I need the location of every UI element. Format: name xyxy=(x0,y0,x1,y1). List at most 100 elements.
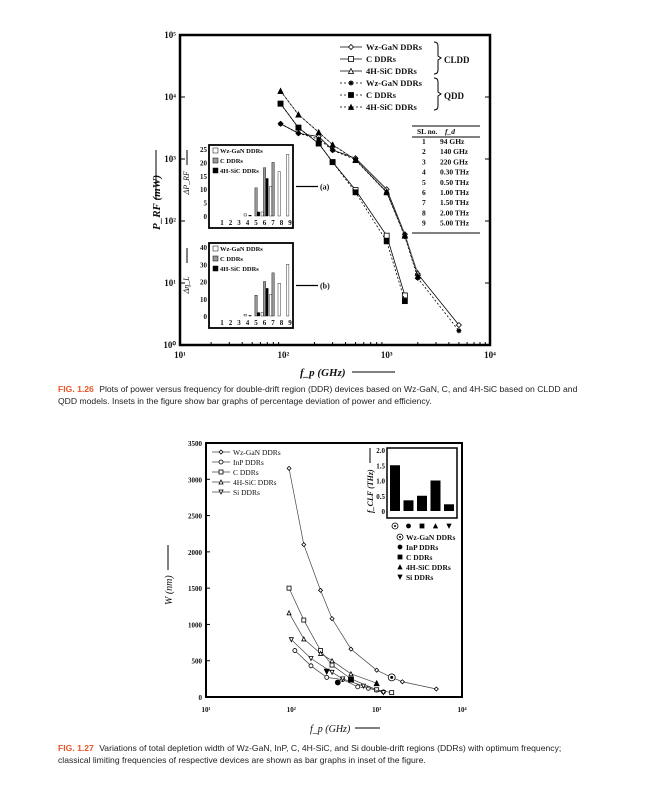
inset-x-tick-label: 5 xyxy=(254,219,258,227)
diamond-marker xyxy=(455,321,462,329)
x-tick-label: 10⁴ xyxy=(457,706,467,714)
legend-label: C DDRs xyxy=(366,90,397,100)
inset-category-marker xyxy=(406,523,411,529)
data-point xyxy=(389,690,395,696)
inset-legend-label: Wz-GaN DDRs xyxy=(220,148,263,155)
square-marker xyxy=(389,690,395,696)
figure-1-caption: FIG. 1.26 Plots of power versus frequenc… xyxy=(58,383,588,407)
x-axis-label: f_p (GHz) xyxy=(310,724,351,735)
table-cell: 0.30 THz xyxy=(440,168,470,177)
data-point xyxy=(286,585,292,591)
triangle-marker xyxy=(295,111,302,118)
figure-2-number: FIG. 1.27 xyxy=(58,743,94,753)
diamond-marker xyxy=(433,686,439,692)
diamond-marker xyxy=(348,646,354,652)
inset-legend-label: 4H-SiC DDRs xyxy=(406,563,451,572)
limit-frequency-point xyxy=(323,668,330,675)
inset-bar xyxy=(403,500,414,511)
square-marker xyxy=(401,298,408,305)
triangle-down-marker xyxy=(288,637,294,643)
inset-x-tick-label: 6 xyxy=(263,319,267,327)
data-point xyxy=(292,648,298,653)
legend-label: 4H-SiC DDRs xyxy=(233,478,277,487)
inset-x-tick-label: 8 xyxy=(280,319,284,327)
table-cell: 1 xyxy=(422,137,426,146)
legend-brace xyxy=(433,77,442,111)
square-marker xyxy=(348,92,354,98)
square-marker xyxy=(218,469,224,475)
triangle-marker xyxy=(397,564,403,570)
inset-y-tick-label: 1.5 xyxy=(376,462,385,470)
inset-bar xyxy=(254,295,258,317)
inset-bar xyxy=(269,186,273,217)
inset-bar xyxy=(243,213,247,217)
data-point xyxy=(317,587,324,593)
series-line xyxy=(280,123,460,331)
inset-legend-marker xyxy=(397,554,403,560)
inset-x-tick-label: 5 xyxy=(254,319,258,327)
series-line xyxy=(280,90,419,277)
inset-legend-label: 4H-SiC DDRs xyxy=(220,168,259,175)
dot-marker xyxy=(399,536,401,538)
inset-bar xyxy=(277,171,281,217)
data-point xyxy=(329,657,335,664)
data-point xyxy=(315,140,322,147)
inset-bar xyxy=(265,178,269,217)
legend-label: 4H-SiC DDRs xyxy=(366,66,417,76)
circle-marker xyxy=(218,459,224,465)
triangle-marker xyxy=(317,650,324,656)
triangle-marker xyxy=(383,188,390,196)
data-point xyxy=(315,128,322,136)
inset-bar xyxy=(269,294,273,317)
table-header: SL no. xyxy=(417,127,438,136)
data-point xyxy=(352,156,359,163)
star-marker xyxy=(295,130,301,136)
diamond-marker xyxy=(347,43,355,51)
data-point xyxy=(401,298,408,305)
inset-y-tick-label: 0 xyxy=(204,313,208,321)
inset-legend-label: Wz-GaN DDRs xyxy=(220,246,263,253)
series-line xyxy=(280,123,460,326)
table-cell: 1.50 THz xyxy=(440,198,470,207)
inset-annotation: (b) xyxy=(320,282,330,291)
table-cell: 7 xyxy=(422,198,426,207)
legend-label: C DDRs xyxy=(233,468,259,477)
x-tick-label: 10⁴ xyxy=(484,350,496,360)
legend-marker xyxy=(218,489,224,495)
data-point xyxy=(277,87,284,94)
table-cell: 5.00 THz xyxy=(440,219,470,228)
limit-frequency-point xyxy=(348,676,354,683)
circle-marker xyxy=(334,679,341,686)
inset-y-tick-label: 10 xyxy=(200,296,208,304)
legend-brace xyxy=(433,41,442,75)
data-point xyxy=(352,189,359,196)
inset-x-tick-label: 9 xyxy=(288,219,292,227)
figure-2-caption-text: Variations of total depletion width of W… xyxy=(58,743,562,765)
triangle-marker xyxy=(347,103,355,110)
data-point xyxy=(383,188,390,196)
inset-bar xyxy=(260,312,264,317)
y-tick-label: 2500 xyxy=(188,513,203,521)
triangle-marker xyxy=(414,272,421,279)
square-marker xyxy=(348,56,354,62)
legend-label: 4H-SiC DDRs xyxy=(366,102,417,112)
triangle-marker xyxy=(352,156,359,163)
data-point xyxy=(329,662,335,668)
limit-frequency-point xyxy=(387,673,396,682)
legend-marker xyxy=(348,80,354,86)
inset-legend-swatch xyxy=(212,255,219,262)
inset-legend-swatch xyxy=(212,167,219,174)
square-marker xyxy=(315,140,322,147)
limit-frequency-point xyxy=(373,679,380,687)
circle-marker xyxy=(308,663,314,669)
figure-1-caption-text: Plots of power versus frequency for doub… xyxy=(58,384,578,406)
star-marker xyxy=(316,136,322,142)
data-point xyxy=(401,232,409,239)
table-cell: 8 xyxy=(422,208,426,217)
inset-x-tick-label: 1 xyxy=(220,219,224,227)
triangle-down-marker xyxy=(397,574,403,580)
y-tick-label: 10³ xyxy=(164,154,176,164)
data-point xyxy=(348,646,354,652)
inset-y-axis-label: f_CLF (THz) xyxy=(366,469,375,513)
series-line xyxy=(288,612,377,684)
